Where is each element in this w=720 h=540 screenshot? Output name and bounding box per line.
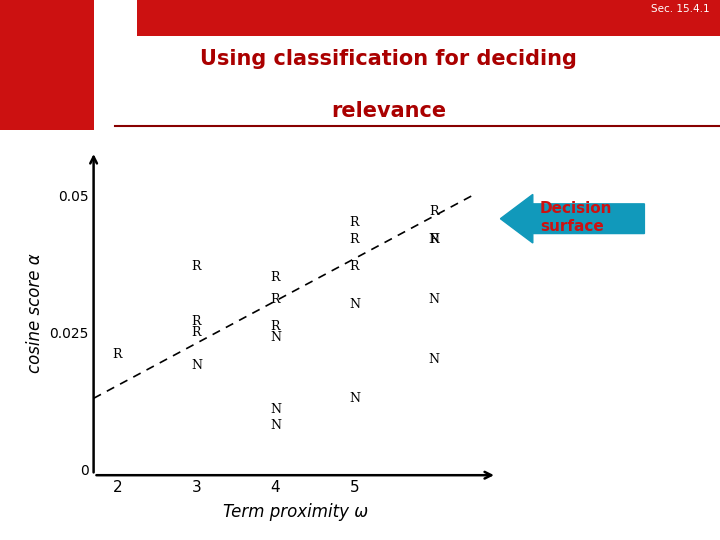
Text: Decision
surface: Decision surface [540, 201, 613, 234]
Text: N: N [428, 293, 439, 306]
Text: R: R [271, 293, 280, 306]
Text: N: N [428, 233, 439, 246]
Text: R: R [429, 205, 438, 218]
Text: R: R [192, 260, 201, 273]
Text: R: R [271, 271, 280, 284]
Text: R: R [350, 216, 359, 229]
Text: R: R [350, 260, 359, 273]
Bar [0, 0, 94, 130]
Bar [0, 0, 720, 36]
Text: R: R [271, 320, 280, 333]
Text: N: N [270, 332, 281, 345]
Text: relevance: relevance [331, 101, 446, 121]
Text: N: N [270, 419, 281, 433]
Text: R: R [350, 233, 359, 246]
Ellipse shape [54, 0, 133, 130]
X-axis label: Term proximity ω: Term proximity ω [222, 503, 368, 522]
Y-axis label: cosine score α: cosine score α [26, 253, 44, 373]
Text: R: R [192, 315, 201, 328]
Text: R: R [112, 348, 122, 361]
Text: R: R [192, 326, 201, 339]
Text: N: N [270, 403, 281, 416]
Text: Using classification for deciding: Using classification for deciding [200, 49, 577, 69]
Text: R: R [429, 233, 438, 246]
Text: N: N [349, 392, 360, 405]
FancyArrow shape [500, 194, 644, 243]
Bar [94, 0, 137, 130]
Text: N: N [428, 353, 439, 366]
Text: N: N [191, 359, 202, 372]
Text: Sec. 15.4.1: Sec. 15.4.1 [651, 4, 709, 14]
Text: N: N [349, 299, 360, 312]
